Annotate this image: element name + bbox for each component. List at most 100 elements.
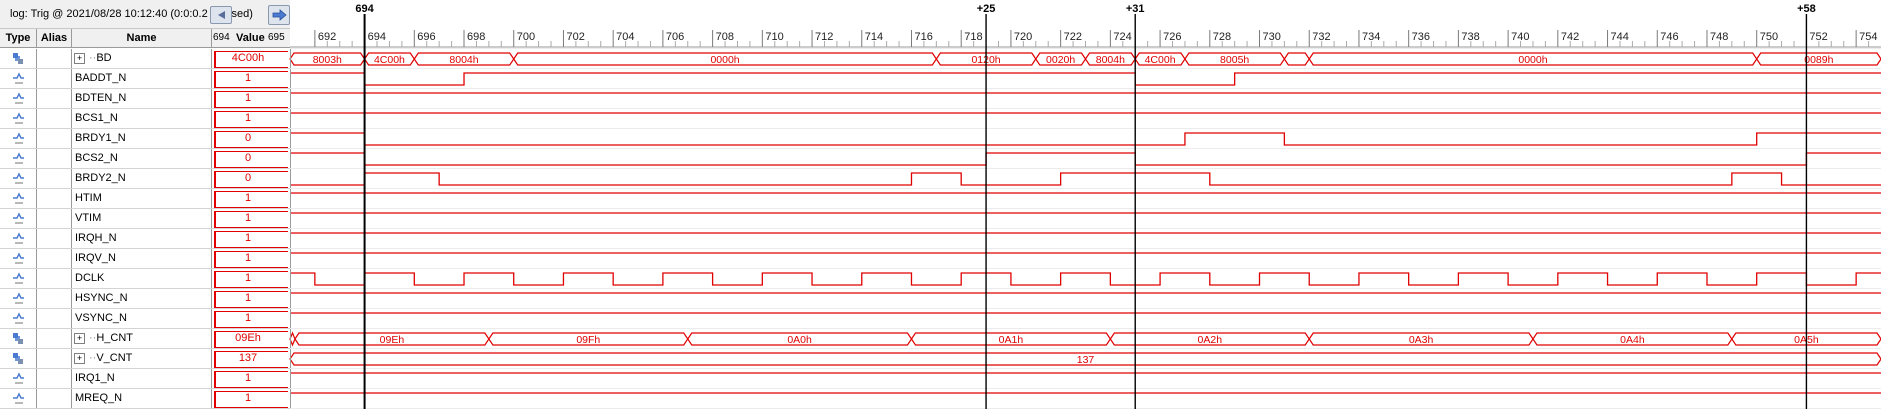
value-cell: 1	[212, 189, 291, 208]
name-cell[interactable]: MREQ_N	[72, 389, 212, 408]
name-cell[interactable]: + ··H_CNT	[72, 329, 212, 348]
signal-name: BCS2_N	[75, 152, 118, 164]
name-cell[interactable]: + ··V_CNT	[72, 349, 212, 368]
signal-row[interactable]: + ··V_CNT 137	[0, 349, 291, 369]
signal-row[interactable]: IRQH_N 1	[0, 229, 291, 249]
bus-segment	[1755, 52, 1881, 66]
signal-name: BDTEN_N	[75, 92, 127, 104]
alias-cell	[37, 249, 72, 268]
expand-toggle-icon[interactable]: +	[74, 352, 85, 364]
signal-row[interactable]: BCS2_N 0	[0, 149, 291, 169]
signal-row[interactable]: BCS1_N 1	[0, 109, 291, 129]
type-cell	[0, 309, 37, 328]
alias-cell	[37, 89, 72, 108]
ruler-tick-label: 704	[616, 31, 634, 43]
type-cell	[0, 229, 37, 248]
type-cell	[0, 49, 37, 68]
name-cell[interactable]: IRQV_N	[72, 249, 212, 268]
arrow-right-icon	[272, 9, 287, 21]
alias-cell	[37, 229, 72, 248]
signal-name: IRQV_N	[75, 252, 116, 264]
name-cell[interactable]: BADDT_N	[72, 69, 212, 88]
value-header[interactable]: 694 Value 695	[212, 29, 290, 47]
bus-value-label: 0000h	[710, 54, 739, 66]
bus-value-label: 8004h	[449, 54, 478, 66]
signal-row[interactable]: VTIM 1	[0, 209, 291, 229]
ruler-tick-label: 696	[417, 31, 435, 43]
value-box	[214, 331, 288, 348]
ruler-tick-label: 702	[566, 31, 584, 43]
value-box	[214, 151, 288, 168]
value-box	[214, 71, 288, 88]
alias-cell	[37, 389, 72, 408]
value-range-start: 694	[213, 32, 230, 43]
signal-row[interactable]: VSYNC_N 1	[0, 309, 291, 329]
ruler-tick-label: 734	[1362, 31, 1380, 43]
alias-header[interactable]: Alias	[37, 29, 72, 47]
waveform-trace	[290, 272, 1881, 286]
bus-value-label: 8004h	[1096, 54, 1125, 66]
alias-cell	[37, 329, 72, 348]
signal-value: 1	[244, 372, 252, 384]
ruler-tick-label: 752	[1809, 31, 1827, 43]
signal-row[interactable]: BADDT_N 1	[0, 69, 291, 89]
name-cell[interactable]: BDTEN_N	[72, 89, 212, 108]
signal-name: BCS1_N	[75, 112, 118, 124]
value-box	[214, 311, 288, 328]
type-header[interactable]: Type	[0, 29, 37, 47]
name-cell[interactable]: DCLK	[72, 269, 212, 288]
signal-row[interactable]: BRDY1_N 0	[0, 129, 291, 149]
group-dots: ··	[89, 332, 97, 344]
bus-segment	[1731, 332, 1881, 346]
ruler-tick-label: 730	[1263, 31, 1281, 43]
name-cell[interactable]: + ··BD	[72, 49, 212, 68]
signal-value: 0	[244, 152, 252, 164]
value-box	[214, 391, 288, 408]
signal-row[interactable]: DCLK 1	[0, 269, 291, 289]
nav-left-button[interactable]	[210, 6, 232, 24]
expand-toggle-icon[interactable]: +	[74, 332, 85, 344]
name-cell[interactable]: BCS1_N	[72, 109, 212, 128]
alias-cell	[37, 369, 72, 388]
cursor-label: +31	[1126, 3, 1145, 15]
signal-row[interactable]: IRQ1_N 1	[0, 369, 291, 389]
signal-row[interactable]: BDTEN_N 1	[0, 89, 291, 109]
signal-name: MREQ_N	[75, 392, 123, 404]
expand-toggle-icon[interactable]: +	[74, 52, 85, 64]
name-cell[interactable]: BRDY1_N	[72, 129, 212, 148]
ruler-tick-label: 718	[964, 31, 982, 43]
ruler-tick-label: 724	[1113, 31, 1131, 43]
signal-row[interactable]: HTIM 1	[0, 189, 291, 209]
ruler-tick-label: 736	[1412, 31, 1430, 43]
name-cell[interactable]: VSYNC_N	[72, 309, 212, 328]
name-cell[interactable]: BRDY2_N	[72, 169, 212, 188]
signal-name: IRQH_N	[75, 232, 117, 244]
signal-value: 1	[244, 112, 252, 124]
value-box	[214, 251, 288, 268]
signal-value: 1	[244, 272, 252, 284]
name-cell[interactable]: IRQ1_N	[72, 369, 212, 388]
log-title: log: Trig @ 2021/08/28 10:12:40 (0:0:0.2…	[10, 8, 253, 20]
signal-row[interactable]: + ··BD 4C00h	[0, 49, 291, 69]
signal-row[interactable]: IRQV_N 1	[0, 249, 291, 269]
name-cell[interactable]: BCS2_N	[72, 149, 212, 168]
name-cell[interactable]: VTIM	[72, 209, 212, 228]
ruler-tick-label: 700	[517, 31, 535, 43]
value-cell: 1	[212, 109, 291, 128]
name-cell[interactable]: HSYNC_N	[72, 289, 212, 308]
name-cell[interactable]: HTIM	[72, 189, 212, 208]
bus-value-label: 0A3h	[1409, 334, 1434, 346]
value-header-label: Value	[236, 32, 265, 44]
type-cell	[0, 149, 37, 168]
nav-right-button[interactable]	[268, 5, 290, 25]
value-cell: 1	[212, 309, 291, 328]
signal-row[interactable]: BRDY2_N 0	[0, 169, 291, 189]
signal-row[interactable]: MREQ_N 1	[0, 389, 291, 409]
name-cell[interactable]: IRQH_N	[72, 229, 212, 248]
signal-row[interactable]: HSYNC_N 1	[0, 289, 291, 309]
signal-row[interactable]: + ··H_CNT 09Eh	[0, 329, 291, 349]
type-cell	[0, 289, 37, 308]
name-header[interactable]: Name	[72, 29, 212, 47]
waveform-trace	[290, 152, 1881, 166]
